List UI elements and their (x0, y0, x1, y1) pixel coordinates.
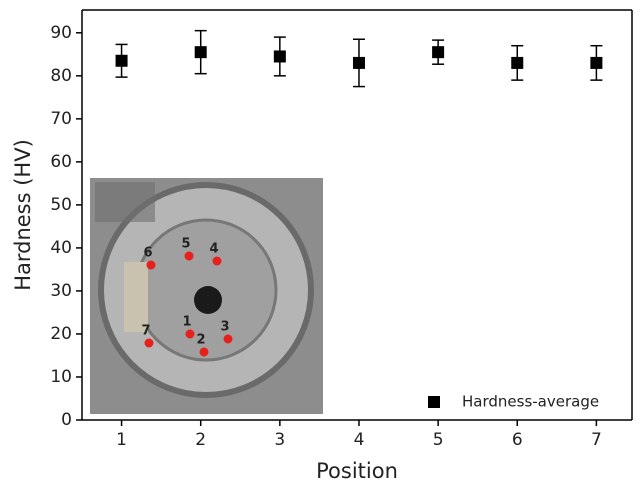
photo-label: 4 (209, 242, 218, 257)
photo-label: 3 (220, 320, 229, 335)
point (511, 56, 524, 69)
y-tick-label: 20 (50, 324, 72, 344)
point (115, 54, 128, 67)
photo-point (146, 260, 156, 270)
point (194, 46, 207, 59)
x-tick-label: 6 (512, 430, 523, 450)
y-axis-label: Hardness (HV) (11, 139, 35, 291)
point (352, 56, 365, 69)
x-tick-label: 4 (354, 430, 365, 450)
y-tick-label: 0 (61, 410, 72, 430)
photo-hole (194, 286, 222, 314)
legend-marker (428, 396, 440, 408)
y-tick-label: 50 (50, 195, 72, 215)
legend-label: Hardness-average (462, 393, 599, 411)
photo-label: 1 (182, 315, 191, 330)
photo-shadow (95, 182, 155, 222)
photo-point (144, 338, 154, 348)
photo-point (212, 256, 222, 266)
photo-label: 6 (143, 246, 152, 261)
y-tick-label: 60 (50, 152, 72, 172)
x-tick-label: 7 (591, 430, 602, 450)
photo-label: 5 (181, 237, 190, 252)
x-tick-label: 2 (195, 430, 206, 450)
photo-part (124, 262, 148, 332)
photo-point (184, 251, 194, 261)
x-tick-label: 1 (116, 430, 127, 450)
y-tick-label: 70 (50, 109, 72, 129)
point (273, 50, 286, 63)
photo-point (223, 334, 233, 344)
y-tick-label: 30 (50, 281, 72, 301)
x-axis-label: Position (316, 459, 398, 483)
y-tick-label: 90 (50, 23, 72, 43)
photo-point (199, 347, 209, 357)
photo-label: 2 (196, 333, 205, 348)
point (432, 46, 445, 59)
photo-label: 7 (141, 324, 150, 339)
point (590, 56, 603, 69)
y-tick-label: 80 (50, 66, 72, 86)
inset-photo (90, 178, 323, 414)
x-tick-label: 3 (274, 430, 285, 450)
photo-point (185, 329, 195, 339)
y-tick-label: 40 (50, 238, 72, 258)
x-tick-label: 5 (433, 430, 444, 450)
y-tick-label: 10 (50, 367, 72, 387)
